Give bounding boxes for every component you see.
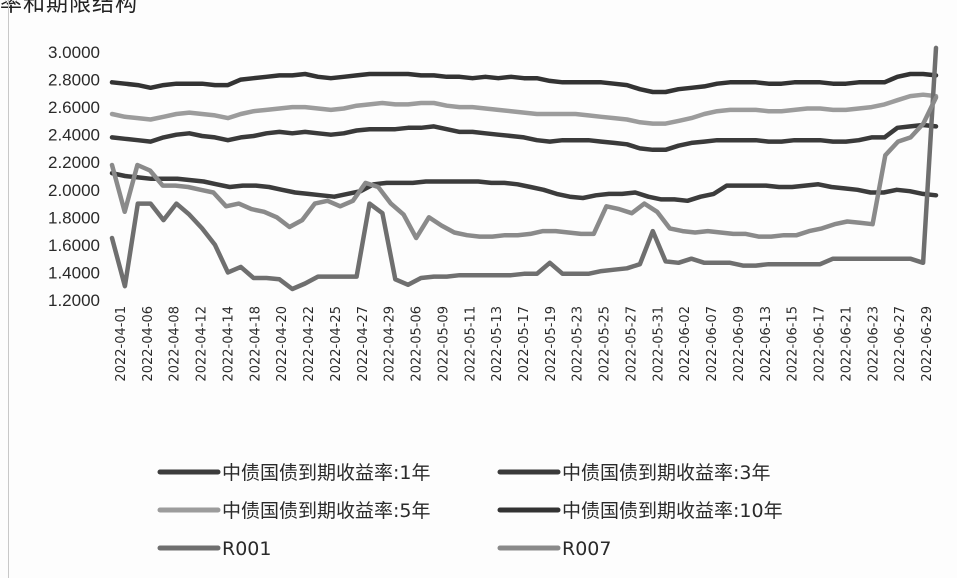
y-tick-label: 2.0000: [48, 181, 100, 200]
series-line-3: [109, 71, 939, 95]
x-tick-label: 2022-06-29: [920, 306, 935, 382]
x-tick-label: 2022-06-23: [866, 306, 881, 382]
left-border-rule: [8, 0, 9, 578]
series-line-2: [109, 92, 939, 126]
x-tick-label: 2022-05-11: [463, 306, 478, 382]
x-tick-label: 2022-04-25: [329, 306, 344, 382]
x-tick-label: 2022-05-25: [598, 306, 613, 382]
series-layer: [109, 45, 939, 292]
x-tick-label: 2022-06-21: [839, 306, 854, 382]
x-axis: 2022-04-01 2022-04-06 2022-04-08 2022-04-12…: [114, 306, 935, 382]
y-tick-label: 2.2000: [48, 153, 100, 172]
x-tick-label: 2022-04-12: [195, 306, 210, 382]
x-tick-label: 2022-05-06: [410, 306, 425, 382]
y-tick-label: 2.4000: [48, 126, 100, 145]
legend-label: R001: [222, 538, 271, 560]
series-line-4: [109, 45, 939, 292]
x-tick-label: 2022-05-31: [651, 306, 666, 382]
x-tick-label: 2022-06-07: [705, 306, 720, 382]
y-tick-label: 1.4000: [48, 263, 100, 282]
y-tick-label: 2.6000: [48, 98, 100, 117]
x-tick-label: 2022-04-08: [168, 306, 183, 382]
legend-label: 中债国债到期收益率:5年: [222, 500, 431, 522]
y-tick-label: 1.8000: [48, 208, 100, 227]
legend-label: 中债国债到期收益率:1年: [222, 462, 431, 484]
x-tick-label: 2022-06-15: [786, 306, 801, 382]
legend-label: 中债国债到期收益率:10年: [562, 500, 783, 522]
y-axis: 1.2000 1.4000 1.6000 1.8000 2.0000 2.2000 2.40…: [48, 43, 100, 310]
legend-label: R007: [562, 538, 611, 560]
x-tick-label: 2022-06-02: [678, 306, 693, 382]
x-tick-label: 2022-06-27: [893, 306, 908, 382]
x-tick-label: 2022-06-17: [813, 306, 828, 382]
y-tick-label: 1.2000: [48, 291, 100, 310]
y-tick-label: 1.6000: [48, 236, 100, 255]
page-heading-fragment: 率和期限结构: [0, 0, 139, 17]
y-tick-label: 3.0000: [48, 43, 100, 62]
x-tick-label: 2022-04-22: [302, 306, 317, 382]
x-tick-label: 2022-05-19: [544, 306, 559, 382]
x-tick-label: 2022-05-09: [436, 306, 451, 382]
x-tick-label: 2022-04-14: [221, 306, 236, 382]
x-tick-label: 2022-04-27: [356, 306, 371, 382]
x-tick-label: 2022-04-01: [114, 306, 129, 382]
x-tick-label: 2022-04-20: [275, 306, 290, 382]
legend-label: 中债国债到期收益率:3年: [562, 462, 771, 484]
x-tick-label: 2022-04-18: [248, 306, 263, 382]
x-tick-label: 2022-06-09: [732, 306, 747, 382]
x-tick-label: 2022-04-06: [141, 306, 156, 382]
x-tick-label: 2022-05-27: [624, 306, 639, 382]
x-tick-label: 2022-04-29: [383, 306, 398, 382]
x-tick-label: 2022-06-13: [759, 306, 774, 382]
series-line-0: [109, 170, 939, 204]
x-tick-label: 2022-05-13: [490, 306, 505, 382]
series-line-1: [109, 122, 939, 153]
series-line-5: [109, 95, 939, 241]
y-tick-label: 2.8000: [48, 71, 100, 90]
x-tick-label: 2022-05-17: [517, 306, 532, 382]
x-tick-label: 2022-05-23: [571, 306, 586, 382]
